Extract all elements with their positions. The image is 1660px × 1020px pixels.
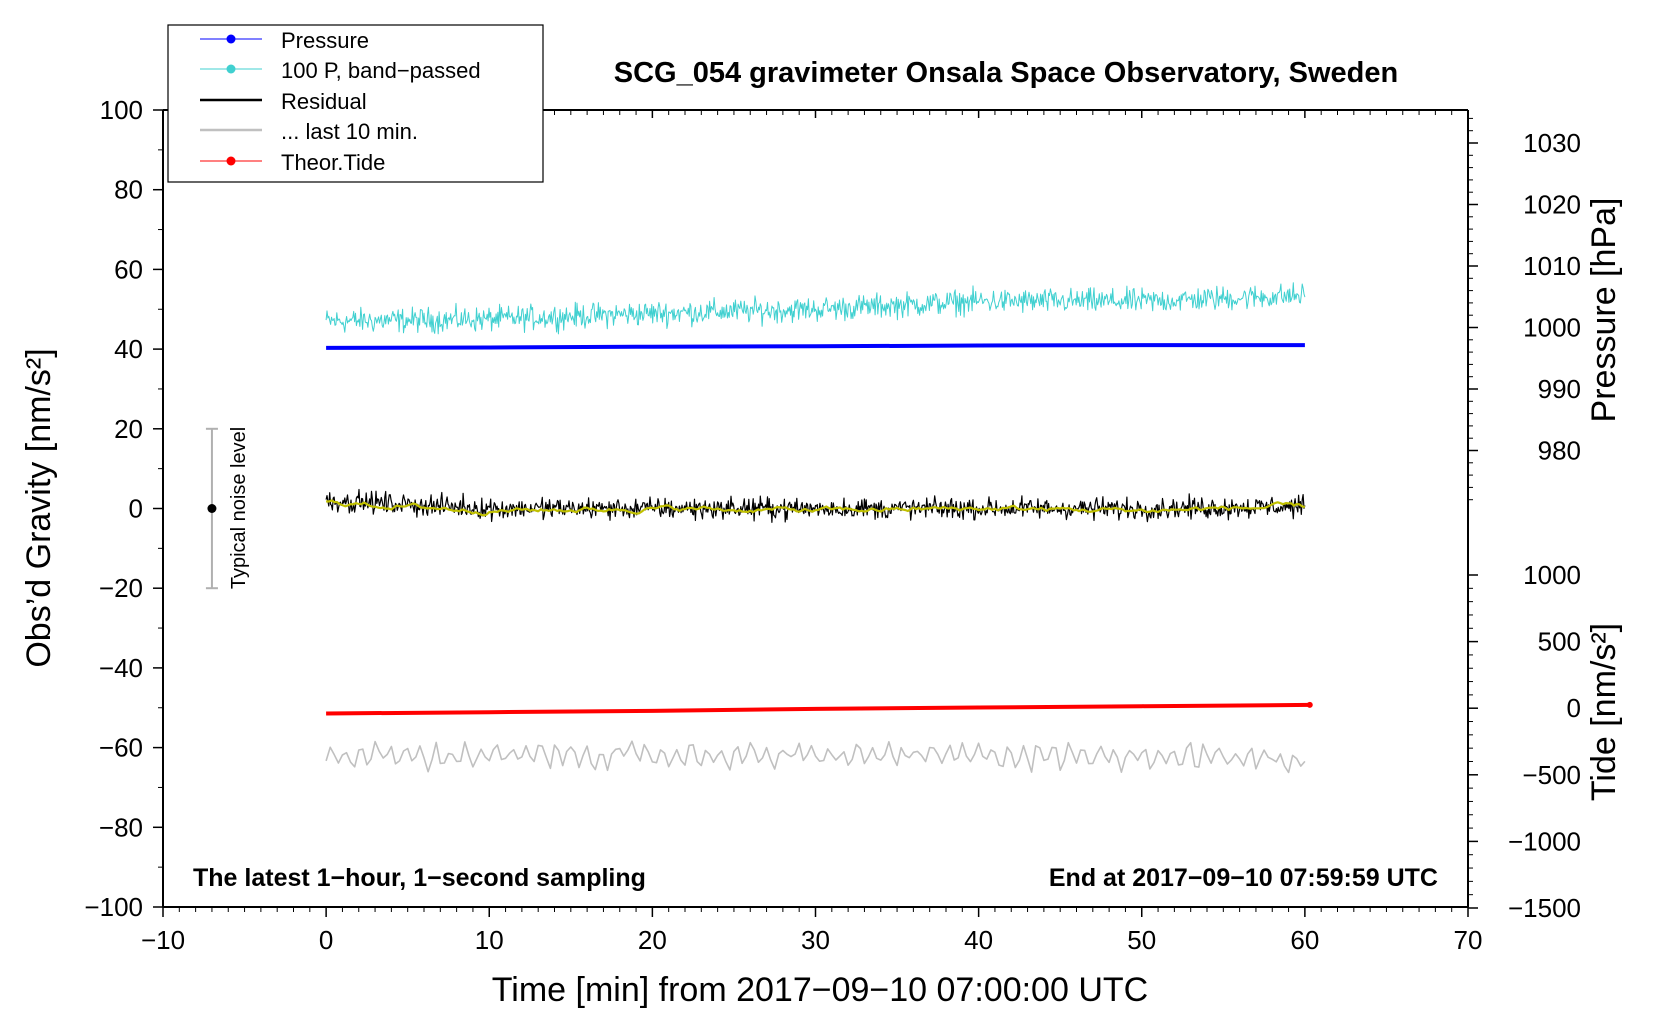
y-tick-label: 80 [114,175,143,205]
series-line-pressure [326,343,1305,350]
y-tick-label: 100 [100,95,143,125]
chart-title: SCG_054 gravimeter Onsala Space Observat… [614,57,1398,89]
series-line-theor-tide [326,702,1310,716]
pressure-tick-label: 980 [1538,436,1581,466]
y-tick-label: 20 [114,414,143,444]
series-line-residual [325,488,1306,523]
pressure-tick-label: 990 [1538,374,1581,404]
tide-tick-label: 500 [1538,627,1581,657]
legend-label-pressure-bandpassed: 100 P, band−passed [281,58,481,83]
tide-tick-label: −1500 [1508,893,1581,923]
annotation-sampling: The latest 1−hour, 1−second sampling [193,864,646,892]
x-tick-label: 60 [1290,925,1319,955]
y-axis-title-left: Obs’d Gravity [nm/s²] [20,348,58,667]
legend-label-pressure: Pressure [281,28,369,53]
y-tick-label: −40 [99,653,143,683]
x-tick-label: 30 [801,925,830,955]
legend: Pressure 100 P, band−passed Residual ...… [167,24,544,183]
plot-area [205,282,1313,774]
legend-label-last-10-min: ... last 10 min. [281,119,418,144]
legend-marker-theor-tide [226,156,236,166]
x-tick-label: 50 [1127,925,1156,955]
annotation-end-time: End at 2017−09−10 07:59:59 UTC [1049,864,1438,892]
y-tick-label: 0 [129,494,143,524]
tide-tick-label: 0 [1567,693,1581,723]
legend-label-theor-tide: Theor.Tide [281,150,385,175]
y-tick-label: −20 [99,573,143,603]
series-line-last-10-min [325,740,1306,774]
noise-bar-center-dot [207,504,217,513]
y-tick-label: −60 [99,733,143,763]
x-tick-label: 10 [475,925,504,955]
y-axis-title-tide: Tide [nm/s²] [1585,623,1623,801]
x-tick-label: 20 [638,925,667,955]
pressure-tick-label: 1010 [1523,251,1581,281]
pressure-tick-label: 1000 [1523,313,1581,343]
tide-tick-label: −500 [1522,760,1581,790]
noise-level-label: Typical noise level [228,427,250,589]
y-tick-label: 60 [114,254,143,284]
y-tick-label: −80 [99,812,143,842]
x-tick-label: 0 [319,925,333,955]
axes-ticks: −10 0 10 20 30 40 50 60 70−100−80−60−40−20020406… [84,95,1581,955]
tide-tick-label: −1000 [1508,826,1581,856]
y-tick-label: −100 [84,892,143,922]
series-endpoint-theor-tide [1306,701,1313,708]
y-tick-label: 40 [114,334,143,364]
legend-marker-pressure [226,34,236,44]
y-axis-title-pressure: Pressure [hPa] [1585,198,1623,423]
tide-tick-label: 1000 [1523,560,1581,590]
legend-marker-pressure-bandpassed [226,64,236,74]
legend-label-residual: Residual [281,89,367,114]
series-line-pressure-bandpassed [325,282,1306,335]
x-tick-label: 70 [1454,925,1483,955]
x-tick-label: 40 [964,925,993,955]
legend-box [167,24,544,183]
pressure-tick-label: 1020 [1523,190,1581,220]
series-line-residual-smoothed [326,499,1306,517]
pressure-tick-label: 1030 [1523,128,1581,158]
x-tick-label: −10 [141,925,185,955]
x-axis-title: Time [min] from 2017−09−10 07:00:00 UTC [492,971,1148,1009]
